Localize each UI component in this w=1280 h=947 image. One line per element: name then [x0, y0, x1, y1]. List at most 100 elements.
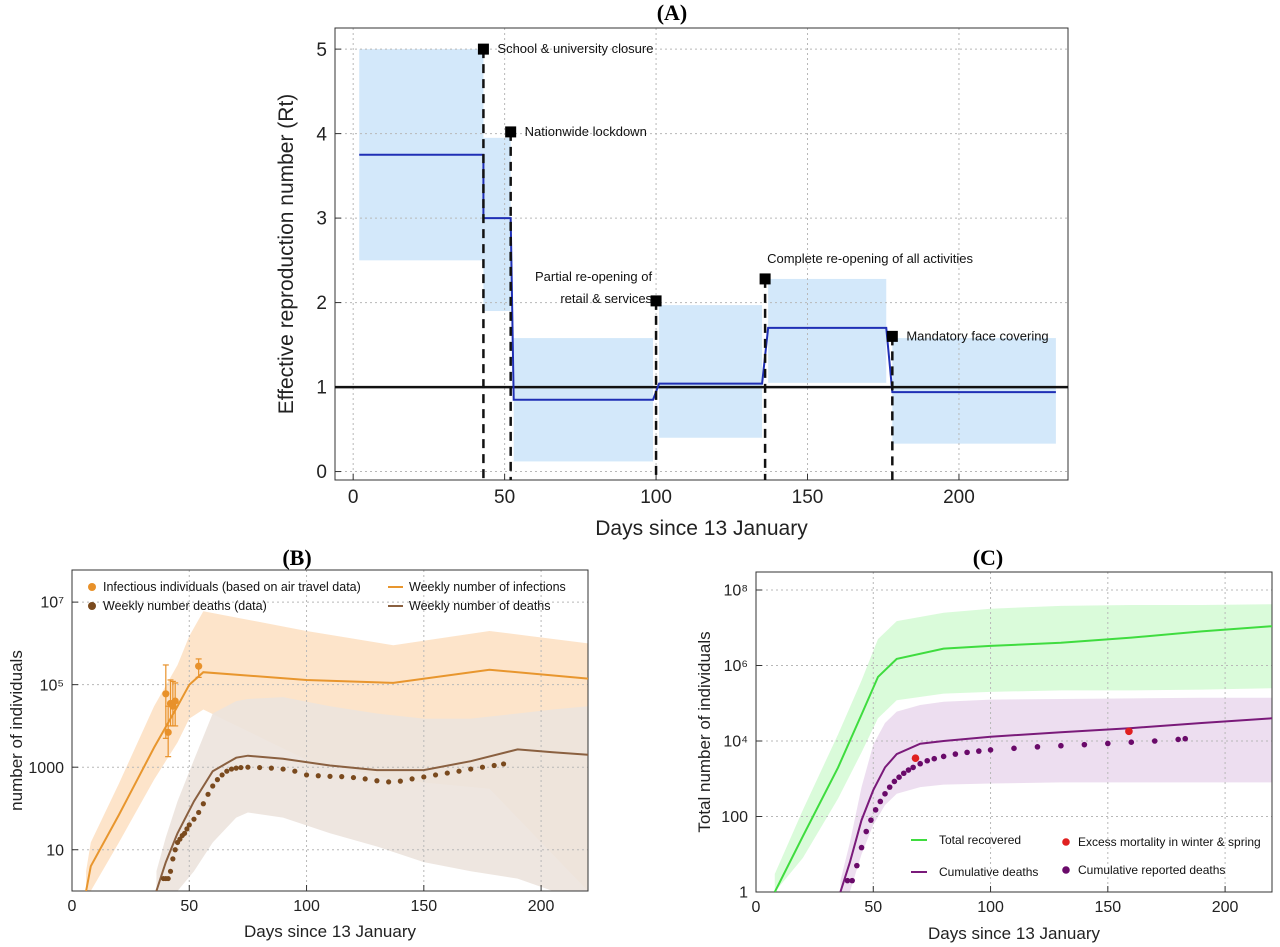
intervention-label: Complete re-opening of all activities: [767, 251, 973, 266]
data-point: [1182, 735, 1189, 742]
data-point: [167, 868, 174, 874]
data-point: [162, 690, 170, 698]
plot-lines: [773, 625, 1272, 892]
data-point: [858, 844, 865, 851]
intervention-label: School & university closure: [497, 41, 653, 56]
y-tick-label: 5: [316, 40, 327, 61]
data-point: [987, 747, 994, 753]
panel-b-weekly-chart: 0 50 100 150 200 10 1000 10⁵ 10⁷ Days since 13 Ja…: [7, 545, 589, 941]
data-point: [1125, 727, 1133, 736]
data-point: [219, 772, 225, 778]
data-point: [1058, 742, 1064, 749]
panel-label: (A): [657, 0, 688, 25]
data-point: [952, 751, 959, 757]
legend-marker: [88, 602, 96, 610]
x-axis-title: Days since 13 January: [244, 922, 416, 941]
plot-area: [86, 611, 588, 891]
x-tick-label: 100: [640, 487, 672, 508]
data-point: [350, 774, 357, 781]
panel-label: (C): [973, 545, 1004, 570]
plot-frame: [755, 571, 1273, 893]
data-point: [931, 755, 938, 762]
legend-label: Total recovered: [939, 833, 1021, 847]
panel-label: (B): [282, 545, 311, 570]
uncertainty-band: [774, 604, 1272, 892]
y-tick-label: 100: [721, 809, 748, 826]
plot-frame: [71, 569, 589, 892]
data-point: [1011, 745, 1017, 752]
panel-c-cumulative-chart: 0 50 100 150 200 1 100 10⁴ 10⁶ 10⁸ Days since 13 J…: [695, 545, 1273, 943]
legend-label: Weekly number deaths (data): [103, 599, 267, 613]
data-point: [386, 779, 392, 785]
legend-label: Weekly number of deaths: [409, 599, 551, 613]
uncertainty-band: [156, 697, 588, 891]
x-tick-label: 0: [752, 899, 761, 916]
intervention-marker: [505, 126, 517, 138]
data-point: [882, 790, 888, 797]
data-point: [900, 770, 907, 777]
data-point: [224, 768, 230, 774]
intervention-label: Mandatory face covering: [906, 328, 1048, 343]
data-point: [479, 764, 486, 770]
data-point: [292, 768, 298, 774]
y-tick-label: 1: [316, 378, 327, 399]
y-tick-label: 1000: [28, 760, 64, 777]
data-point: [184, 826, 190, 832]
x-tick-label: 50: [180, 898, 198, 915]
data-point: [1081, 741, 1088, 748]
data-point: [886, 784, 893, 790]
y-tick-label: 10⁵: [40, 677, 64, 694]
rt-uncertainty-band: [768, 278, 887, 383]
intervention-label: retail & services: [560, 291, 652, 306]
y-tick-label: 10⁴: [723, 734, 748, 751]
data-point: [164, 728, 172, 736]
data-point: [444, 770, 450, 776]
legend-marker: [88, 583, 96, 591]
data-point: [500, 761, 507, 767]
x-axis-title: Days since 13 January: [928, 924, 1100, 943]
legend: Infectious individuals (based on air tra…: [88, 580, 566, 613]
data-point: [940, 753, 947, 760]
plot-area: [774, 604, 1272, 892]
legend-label: Cumulative deaths: [939, 865, 1038, 879]
y-tick-label: 0: [316, 462, 327, 483]
data-point: [849, 877, 855, 884]
data-point: [268, 765, 274, 771]
rt-uncertainty-band: [659, 305, 763, 438]
series-line: [155, 748, 588, 891]
data-point: [877, 798, 884, 805]
x-tick-label: 50: [864, 899, 882, 916]
x-tick-label: 200: [528, 898, 555, 915]
data-point: [181, 830, 188, 836]
data-point: [186, 822, 192, 828]
data-point: [1128, 739, 1135, 745]
series-line: [839, 717, 1272, 892]
data-point: [1105, 740, 1111, 747]
data-point: [245, 764, 251, 770]
legend-label: Cumulative reported deaths: [1078, 863, 1225, 877]
data-point: [214, 777, 221, 783]
x-tick-label: 0: [348, 487, 359, 508]
y-tick-label: 10: [46, 842, 64, 859]
data-point: [854, 862, 860, 869]
y-tick-label: 10⁶: [724, 658, 748, 675]
intervention-marker: [886, 330, 898, 342]
y-tick-label: 2: [316, 293, 327, 314]
data-point: [896, 774, 902, 780]
x-tick-label: 0: [68, 898, 77, 915]
rt-uncertainty-band: [892, 338, 1056, 444]
y-tick-label: 10⁷: [40, 595, 64, 612]
data-point: [917, 760, 923, 767]
x-tick-label: 150: [1094, 899, 1121, 916]
x-axis-title: Days since 13 January: [595, 517, 808, 540]
data-point: [1034, 744, 1041, 750]
y-axis-title: Effective reproduction number (Rt): [275, 94, 298, 415]
intervention-label: Nationwide lockdown: [525, 124, 647, 139]
x-tick-label: 200: [1212, 899, 1239, 916]
data-point: [911, 754, 920, 763]
data-point: [200, 801, 206, 807]
y-tick-label: 1: [739, 885, 748, 902]
x-tick-label: 50: [494, 487, 515, 508]
data-point: [468, 766, 474, 772]
